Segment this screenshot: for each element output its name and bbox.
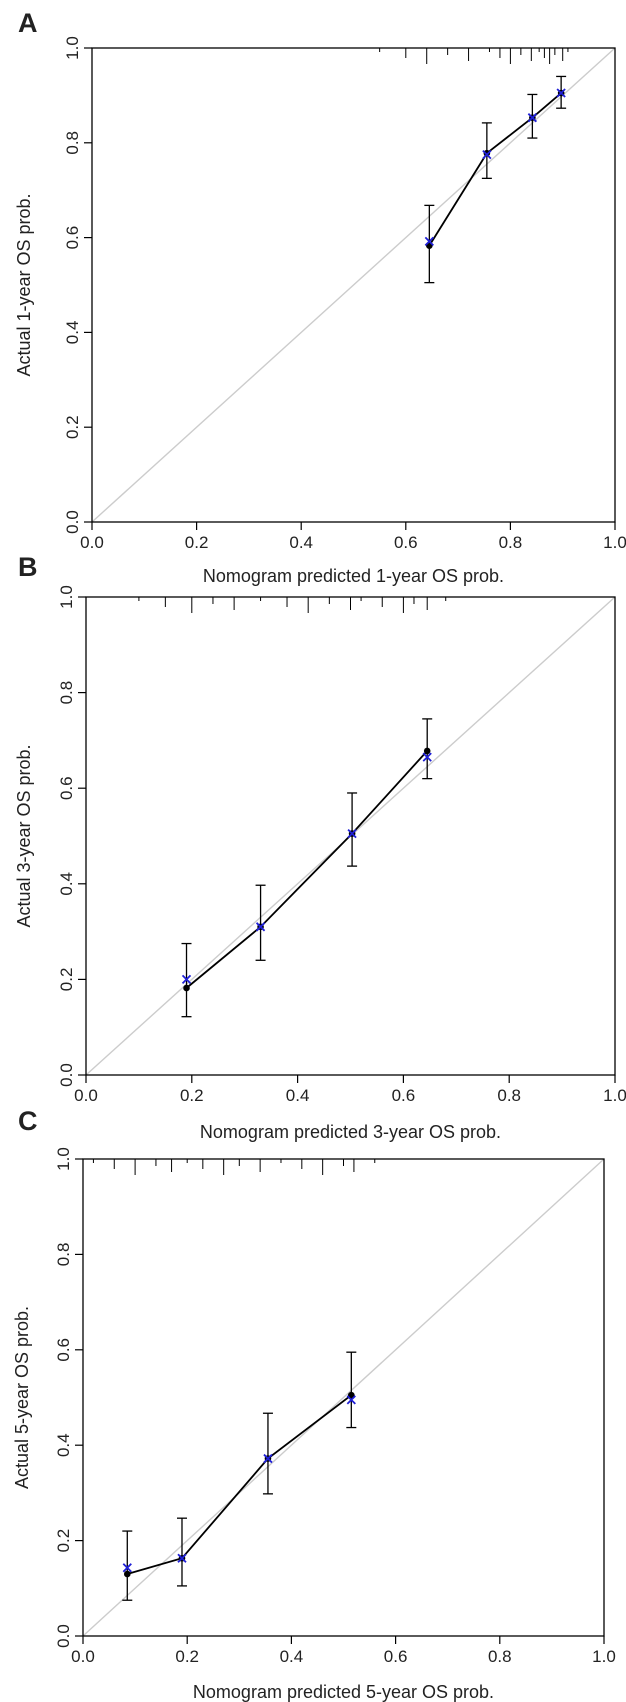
bias-corrected-marker <box>527 113 538 123</box>
y-tick-label: 0.4 <box>63 321 82 345</box>
y-tick-label: 0.2 <box>57 968 76 992</box>
y-tick-label: 0.6 <box>57 776 76 800</box>
y-axis-title: Actual 5-year OS prob. <box>12 1306 32 1489</box>
x-axis-title: Nomogram predicted 5-year OS prob. <box>193 1682 494 1702</box>
y-tick-label: 0.8 <box>63 131 82 155</box>
bias-corrected-marker <box>556 88 566 98</box>
x-tick-label: 0.2 <box>185 533 209 552</box>
bias-corrected-marker <box>482 150 492 160</box>
observed-line <box>185 750 428 989</box>
x-tick-label: 0.4 <box>280 1647 304 1666</box>
calibration-panel-b: B 0.0 0.2 0.4 0.6 0.8 1.0 0.0 0.2 0.4 0.6 0.8 1.0 Nom… <box>14 552 626 1142</box>
y-tick-label: 0.6 <box>54 1338 73 1362</box>
y-axis-title: Actual 1-year OS prob. <box>14 193 34 376</box>
observed-point <box>348 1391 355 1399</box>
observed-line <box>428 92 562 247</box>
x-tick-label: 0.0 <box>74 1086 98 1105</box>
reference-line <box>82 1158 605 1637</box>
y-tick-label: 0.8 <box>54 1243 73 1267</box>
bias-corrected-marker <box>255 922 266 932</box>
plot-frame <box>91 47 616 523</box>
bias-corrected-marker <box>347 828 357 839</box>
x-tick-label: 0.8 <box>499 533 523 552</box>
x-axis-title: Nomogram predicted 3-year OS prob. <box>200 1122 501 1142</box>
y-tick-label: 1.0 <box>63 36 82 60</box>
x-tick-label: 0.8 <box>488 1647 512 1666</box>
bias-corrected-marker <box>346 1395 356 1405</box>
calibration-panel-c: C 0.0 0.2 0.4 0.6 0.8 1.0 0.0 0.2 0.4 0.6 0.8 1.0 Nom… <box>12 1106 616 1702</box>
x-tick-label: 0.2 <box>180 1086 204 1105</box>
reference-line <box>91 47 616 523</box>
observed-point <box>183 984 190 992</box>
y-tick-label: 0.8 <box>57 681 76 705</box>
y-tick-label: 0.6 <box>63 226 82 250</box>
observed-point <box>483 149 491 157</box>
panel-label: C <box>18 1106 38 1136</box>
x-tick-label: 0.0 <box>71 1647 95 1666</box>
y-tick-label: 0.0 <box>57 1063 76 1087</box>
x-tick-label: 0.2 <box>175 1647 199 1666</box>
y-axis-title: Actual 3-year OS prob. <box>14 744 34 927</box>
observed-point <box>423 747 431 755</box>
bias-corrected-marker <box>424 236 434 247</box>
x-tick-label: 0.4 <box>289 533 313 552</box>
x-tick-label: 1.0 <box>603 1086 626 1105</box>
panel-label: A <box>18 8 38 38</box>
y-tick-label: 1.0 <box>54 1147 73 1171</box>
x-tick-label: 0.4 <box>286 1086 310 1105</box>
y-tick-label: 0.4 <box>57 872 76 896</box>
bias-corrected-marker <box>422 752 432 762</box>
bias-corrected-marker <box>263 1453 273 1464</box>
bias-corrected-marker <box>181 974 192 985</box>
x-tick-label: 1.0 <box>603 533 626 552</box>
x-tick-label: 0.6 <box>392 1086 416 1105</box>
panel-label: B <box>18 552 38 582</box>
observed-point <box>123 1570 131 1578</box>
y-tick-label: 0.4 <box>54 1433 73 1457</box>
y-tick-label: 0.0 <box>54 1624 73 1648</box>
y-tick-label: 1.0 <box>57 585 76 609</box>
x-tick-label: 1.0 <box>592 1647 616 1666</box>
x-tick-label: 0.6 <box>384 1647 408 1666</box>
x-tick-label: 0.8 <box>497 1086 521 1105</box>
y-tick-label: 0.2 <box>63 415 82 439</box>
x-axis-title: Nomogram predicted 1-year OS prob. <box>203 566 504 586</box>
observed-line <box>127 1394 352 1575</box>
x-tick-label: 0.6 <box>394 533 418 552</box>
y-tick-label: 0.2 <box>54 1529 73 1553</box>
calibration-panel-a: A 0.0 0.2 0.4 0.6 0.8 1.0 0.0 0.2 0.4 0.6 0.8 1.0 Nom… <box>14 8 626 586</box>
bias-corrected-marker <box>122 1563 132 1573</box>
x-tick-label: 0.0 <box>80 533 104 552</box>
bias-corrected-marker <box>177 1553 187 1563</box>
y-tick-label: 0.0 <box>63 510 82 534</box>
